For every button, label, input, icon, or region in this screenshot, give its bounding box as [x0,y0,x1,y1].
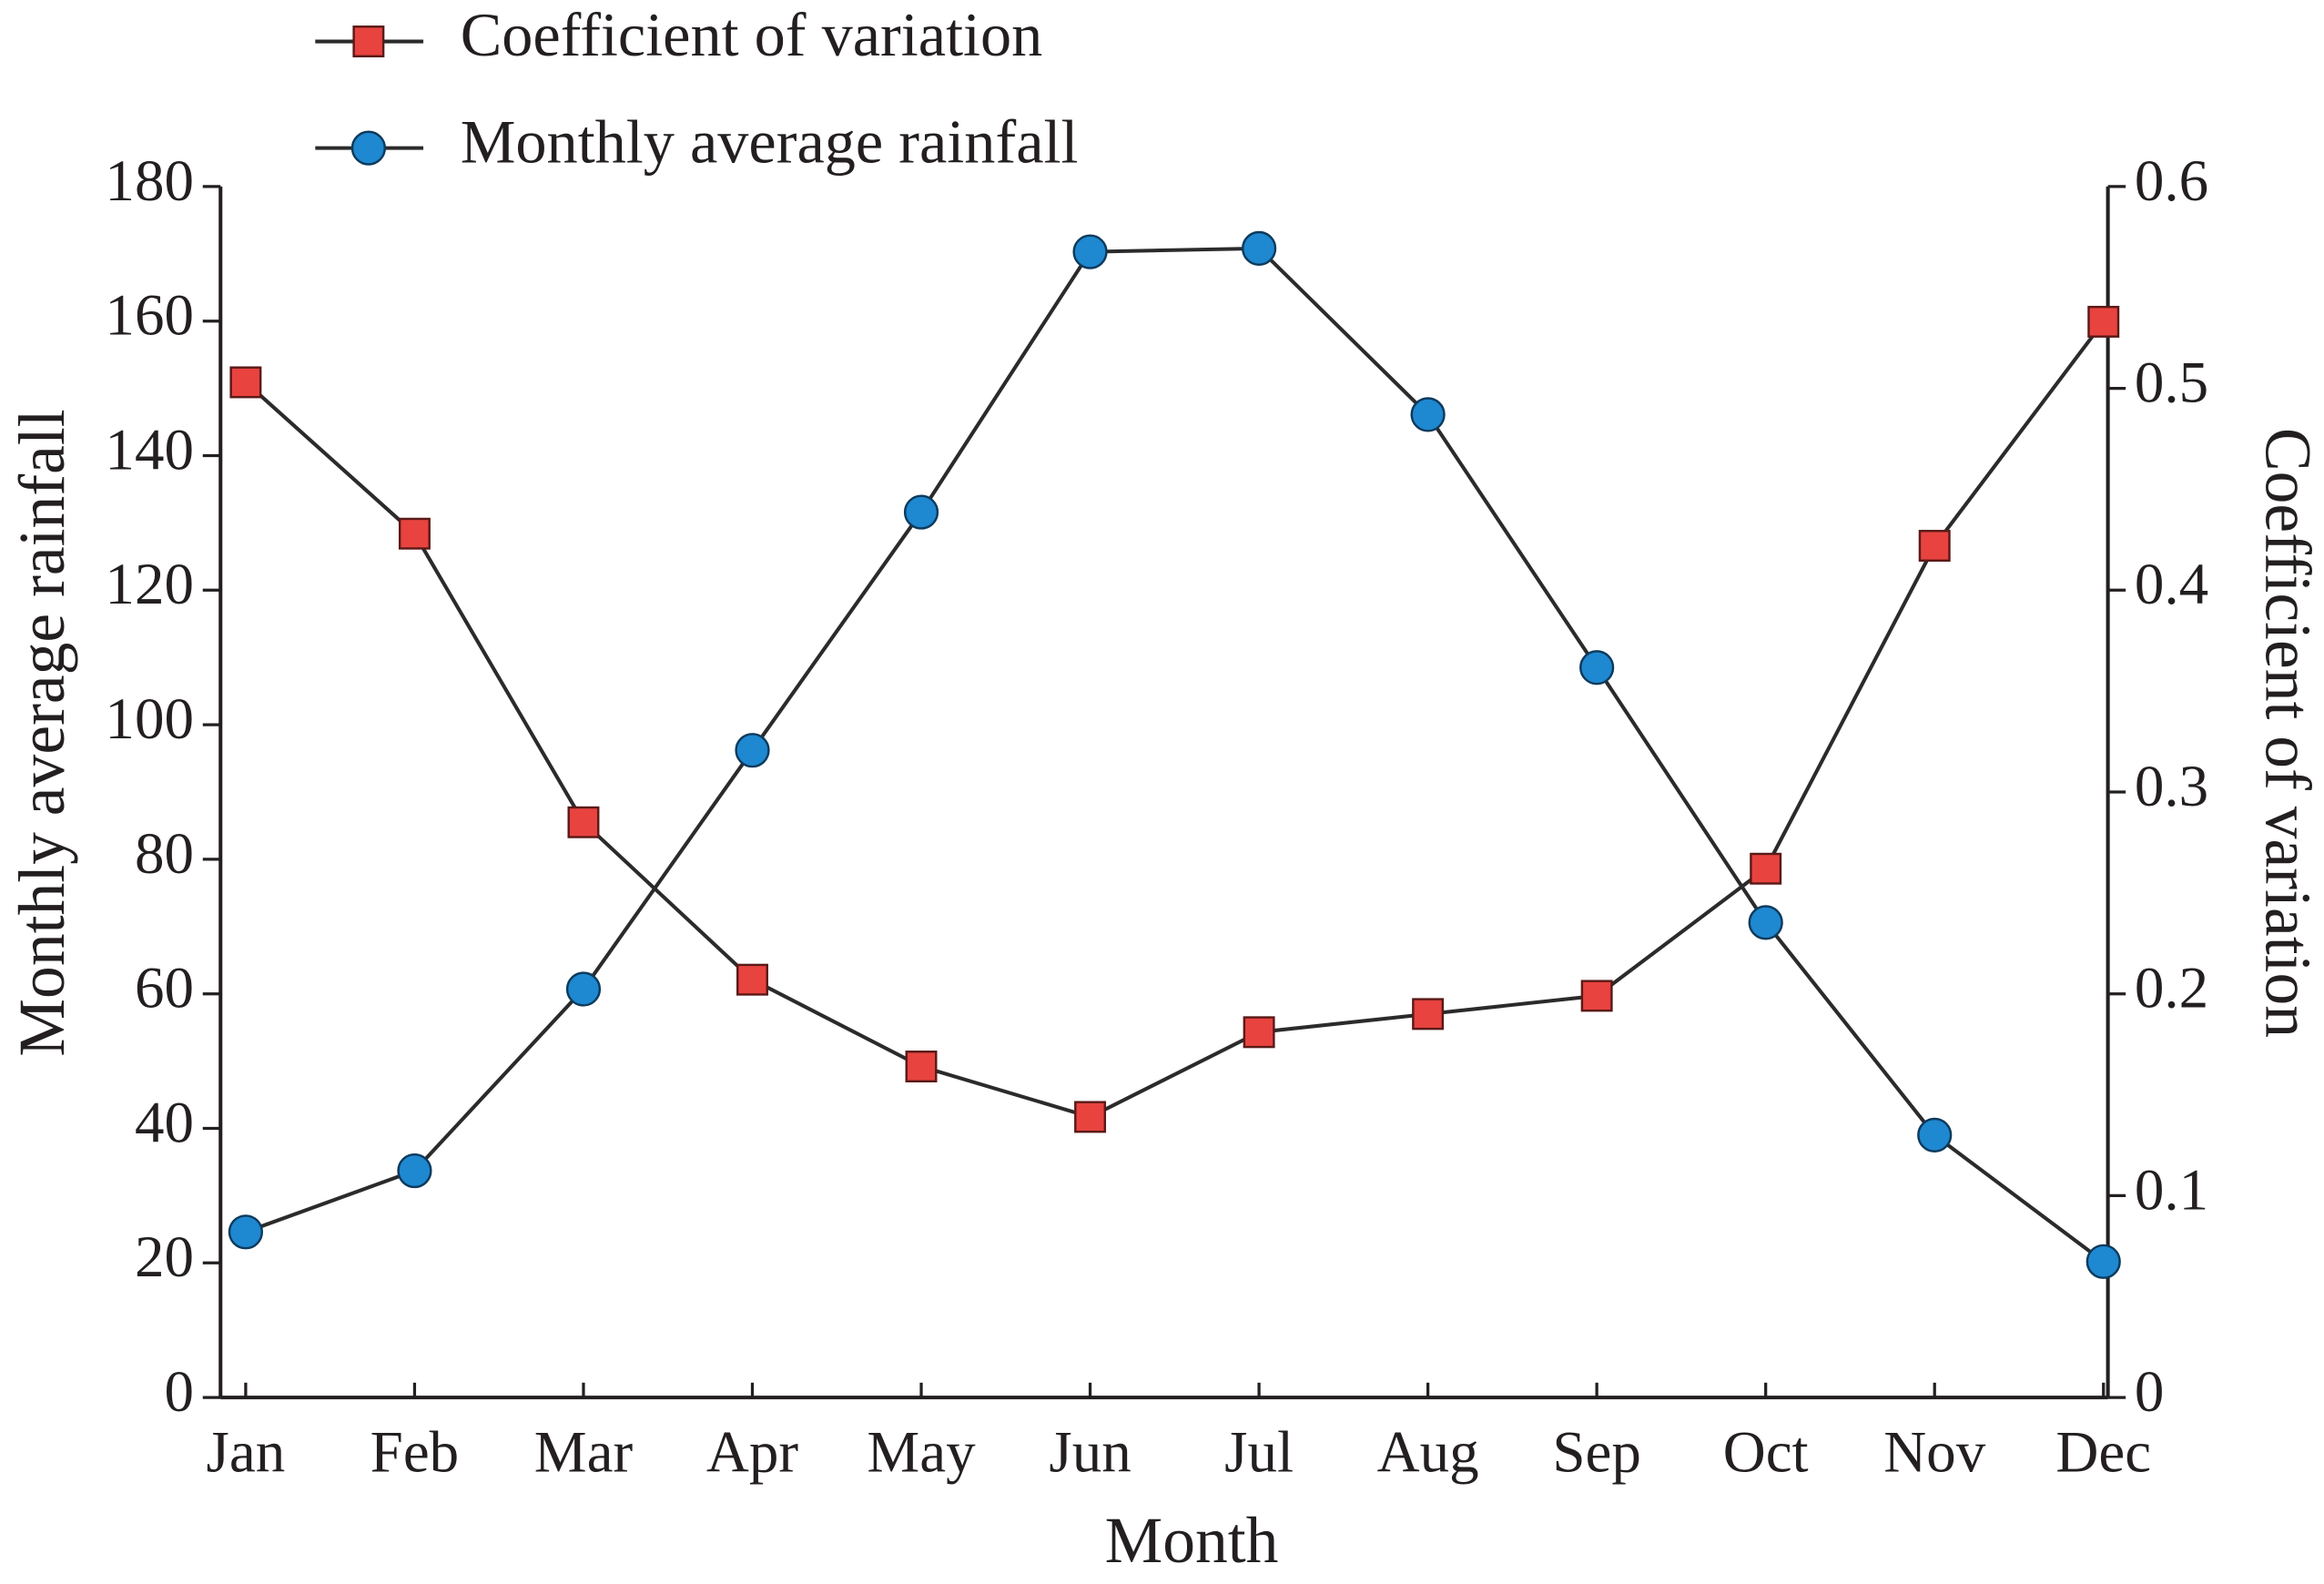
x-tick-label: Dec [2055,1420,2151,1486]
data-point [1243,1016,1275,1049]
legend-label: Coefficient of variation [461,0,1043,69]
x-tick-label: May [867,1420,976,1486]
data-point [903,494,939,530]
x-tick-label: Nov [1883,1420,1985,1486]
data-point [735,733,770,768]
x-tick-label: Feb [370,1420,460,1486]
data-point [1917,1117,1953,1152]
y-tick-label: 40 [135,1090,194,1155]
y2-tick-label: 0 [2135,1359,2165,1425]
x-tick-label: Oct [1723,1420,1809,1486]
data-point [736,963,768,996]
data-point [228,1214,264,1250]
legend-marker [350,130,386,166]
data-point [1748,905,1783,940]
data-point [1580,980,1613,1012]
legend-marker [352,25,385,58]
data-point [1410,397,1446,432]
legend-label: Monthly average rainfall [461,107,1079,176]
series-line [245,246,2105,1264]
x-tick-label: Jul [1224,1420,1294,1486]
y2-axis-title: Coefficient of variation [2251,428,2323,1038]
data-point [1074,1101,1107,1133]
y-tick-label: 60 [135,956,194,1021]
y-tick-label: 180 [105,148,194,214]
data-point [905,1051,938,1082]
data-point [397,1152,432,1189]
data-point [398,517,431,550]
x-tick-label: Sep [1552,1420,1641,1486]
data-point [1579,650,1615,685]
x-tick-label: Mar [534,1420,634,1486]
y-tick-label: 100 [105,686,194,752]
y2-tick-label: 0.2 [2135,956,2208,1021]
x-tick-label: Aug [1377,1420,1479,1486]
y-tick-label: 120 [105,552,194,617]
y-tick-label: 140 [105,417,194,482]
data-point [565,971,602,1007]
series-line [244,320,2106,1120]
data-point [2087,305,2120,338]
y2-tick-label: 0.3 [2135,754,2208,819]
x-tick-label: Apr [706,1420,798,1486]
y2-tick-label: 0.1 [2135,1157,2208,1223]
x-tick-label: Jan [207,1420,286,1486]
x-axis-title: Month [1105,1505,1279,1577]
data-point [1750,852,1782,885]
y2-tick-label: 0.5 [2135,350,2208,416]
y-tick-label: 0 [164,1359,194,1425]
y2-tick-label: 0.6 [2135,148,2208,214]
data-point [2086,1244,2121,1279]
y-tick-label: 80 [135,821,194,887]
y2-tick-label: 0.4 [2135,552,2208,617]
data-point [1412,998,1445,1031]
data-point [1072,234,1108,269]
data-point [567,806,600,838]
y-tick-label: 160 [105,283,194,349]
data-point [229,366,262,399]
y-tick-label: 20 [135,1224,194,1290]
x-tick-label: Jun [1049,1420,1131,1486]
data-point [1918,530,1951,563]
data-point [1241,230,1277,266]
y-axis-title: Monthly average rainfall [6,409,78,1056]
